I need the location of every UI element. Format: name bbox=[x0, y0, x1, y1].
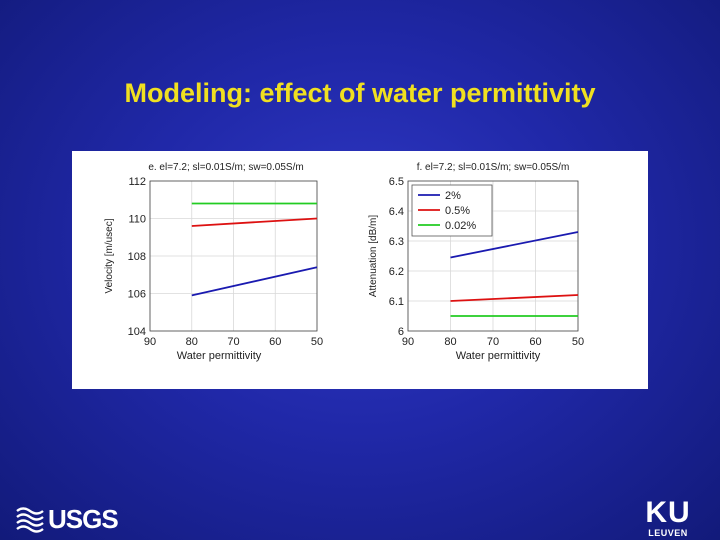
attenuation-plot-frame bbox=[407, 180, 579, 332]
attenuation-ytick-label: 6.2 bbox=[389, 266, 404, 278]
attenuation-panel: f. el=7.2; sl=0.01S/m; sw=0.05S/m Water … bbox=[368, 162, 584, 362]
attenuation-legend-label: 2% bbox=[445, 190, 461, 202]
velocity-xtick-label: 60 bbox=[269, 336, 281, 348]
slide-title: Modeling: effect of water permittivity bbox=[124, 78, 596, 108]
usgs-logo: USGS bbox=[16, 502, 119, 536]
ku-leuven-logo: KU LEUVEN bbox=[636, 496, 700, 539]
velocity-ytick-label: 108 bbox=[128, 251, 146, 263]
chart-figure: e. el=7.2; sl=0.01S/m; sw=0.05S/m Water … bbox=[72, 151, 648, 389]
velocity-ytick-label: 110 bbox=[128, 214, 146, 226]
attenuation-xtick-label: 50 bbox=[572, 336, 584, 348]
attenuation-series-line-1 bbox=[450, 294, 579, 302]
velocity-ytick-label: 104 bbox=[128, 326, 146, 338]
velocity-ytick-label: 112 bbox=[128, 176, 146, 188]
attenuation-series-line-0 bbox=[450, 231, 579, 259]
chart-svg: e. el=7.2; sl=0.01S/m; sw=0.05S/m Water … bbox=[104, 162, 584, 362]
velocity-xtick-label: 70 bbox=[227, 336, 239, 348]
attenuation-legend-label: 0.5% bbox=[445, 205, 470, 217]
attenuation-xtick-label: 90 bbox=[402, 336, 414, 348]
velocity-xtick-label: 90 bbox=[144, 336, 156, 348]
attenuation-ytick-label: 6.5 bbox=[389, 176, 404, 188]
velocity-series-line-2 bbox=[191, 266, 318, 297]
velocity-plot-frame bbox=[149, 180, 318, 332]
attenuation-ytick-label: 6.4 bbox=[389, 206, 404, 218]
attenuation-xtick-label: 60 bbox=[529, 336, 541, 348]
attenuation-panel-title: f. el=7.2; sl=0.01S/m; sw=0.05S/m bbox=[417, 162, 570, 173]
attenuation-panel-xlabel: Water permittivity bbox=[456, 350, 541, 362]
attenuation-panel-ylabel: Attenuation [dB/m] bbox=[368, 215, 379, 297]
leuven-wordmark: LEUVEN bbox=[648, 528, 688, 538]
attenuation-xtick-label: 70 bbox=[487, 336, 499, 348]
attenuation-ytick-label: 6.3 bbox=[389, 236, 404, 248]
velocity-xtick-label: 80 bbox=[186, 336, 198, 348]
velocity-panel-ylabel: Velocity [m/usec] bbox=[104, 218, 115, 293]
attenuation-xtick-label: 80 bbox=[444, 336, 456, 348]
velocity-series-line-1 bbox=[191, 217, 318, 227]
usgs-wave-icon bbox=[16, 507, 44, 533]
velocity-ytick-label: 106 bbox=[128, 289, 146, 301]
usgs-wordmark: USGS bbox=[48, 503, 119, 534]
attenuation-legend-label: 0.02% bbox=[445, 220, 476, 232]
velocity-panel: e. el=7.2; sl=0.01S/m; sw=0.05S/m Water … bbox=[104, 162, 323, 362]
velocity-panel-title: e. el=7.2; sl=0.01S/m; sw=0.05S/m bbox=[148, 162, 303, 173]
ku-wordmark: KU bbox=[645, 496, 691, 529]
attenuation-ytick-label: 6.1 bbox=[389, 296, 404, 308]
velocity-panel-xlabel: Water permittivity bbox=[177, 350, 262, 362]
attenuation-ytick-label: 6 bbox=[398, 326, 404, 338]
velocity-xtick-label: 50 bbox=[311, 336, 323, 348]
